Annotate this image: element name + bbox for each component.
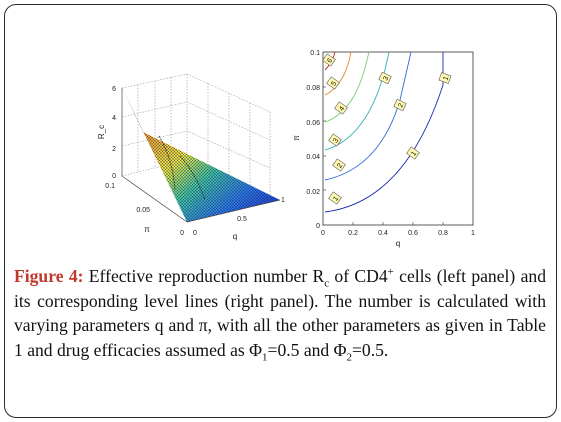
caption-text: =0.5. xyxy=(352,339,389,360)
caption-sub: 1 xyxy=(262,351,268,364)
q-tick: 0.5 xyxy=(237,216,247,223)
level-label: 1 xyxy=(332,195,340,202)
z-tick: 0 xyxy=(112,173,116,180)
level-label: 3 xyxy=(332,137,340,144)
y-tick: 0.1 xyxy=(310,50,320,57)
x-tick: 0.2 xyxy=(348,230,358,237)
pi-tick: 0 xyxy=(180,230,184,237)
pi-tick: 0.05 xyxy=(136,207,150,214)
x-tick: 0.6 xyxy=(408,230,418,237)
caption-sub: c xyxy=(324,277,330,290)
level-line-1 xyxy=(324,52,444,213)
pi-tick: 0.1 xyxy=(105,183,115,190)
x-tick: 1 xyxy=(471,230,475,237)
caption-text: cells (left panel) and its corresponding… xyxy=(14,266,546,360)
caption-sub: 2 xyxy=(346,351,353,364)
y-tick: 0.06 xyxy=(306,120,320,127)
y-tick: 0.04 xyxy=(306,154,320,161)
caption-label: Figure 4: xyxy=(14,266,84,286)
q-tick: 0 xyxy=(193,230,197,237)
z-tick: 4 xyxy=(112,115,116,122)
contour-x-label: q xyxy=(396,239,400,248)
y-tick: 0.02 xyxy=(306,189,320,196)
surface-plot: 0 2 4 6 R_c 0.1 0.05 0 π 0 0.5 1 q xyxy=(97,73,285,241)
contour-y-label: π xyxy=(292,135,301,141)
z-axis-label: R_c xyxy=(97,125,106,139)
level-line-4 xyxy=(324,51,370,123)
q-axis-label: q xyxy=(233,232,237,241)
y-tick: 0 xyxy=(316,223,320,230)
level-label: 6 xyxy=(326,57,334,64)
level-line-5 xyxy=(324,51,352,96)
x-tick: 0.8 xyxy=(438,230,448,237)
contour-plot: 0 0.02 0.04 0.06 0.08 0.1 0 0.2 0.4 0.6 … xyxy=(292,50,475,248)
caption-text: of CD4 xyxy=(329,266,388,286)
contour-labels: 1 1 1 2 2 3 3 4 5 6 xyxy=(322,53,452,205)
caption-text: Effective reproduction number R xyxy=(88,266,325,286)
z-tick: 2 xyxy=(112,146,116,153)
x-tick: 0 xyxy=(321,230,325,237)
level-label: 4 xyxy=(338,105,346,112)
level-label: 2 xyxy=(336,162,344,169)
y-tick: 0.08 xyxy=(306,85,320,92)
level-label: 1 xyxy=(410,150,418,157)
caption-sup: + xyxy=(387,266,394,279)
level-label: 1 xyxy=(442,75,450,81)
level-label: 3 xyxy=(382,75,390,82)
caption-text: =0.5 and Φ xyxy=(267,339,347,360)
level-label: 5 xyxy=(330,80,338,87)
figure-caption: Figure 4: Effective reproduction number … xyxy=(14,264,546,364)
x-tick: 0.4 xyxy=(378,230,388,237)
pi-axis-label: π xyxy=(144,225,150,234)
level-label: 2 xyxy=(397,102,405,109)
q-tick: 1 xyxy=(281,197,285,204)
z-tick: 6 xyxy=(112,86,116,93)
